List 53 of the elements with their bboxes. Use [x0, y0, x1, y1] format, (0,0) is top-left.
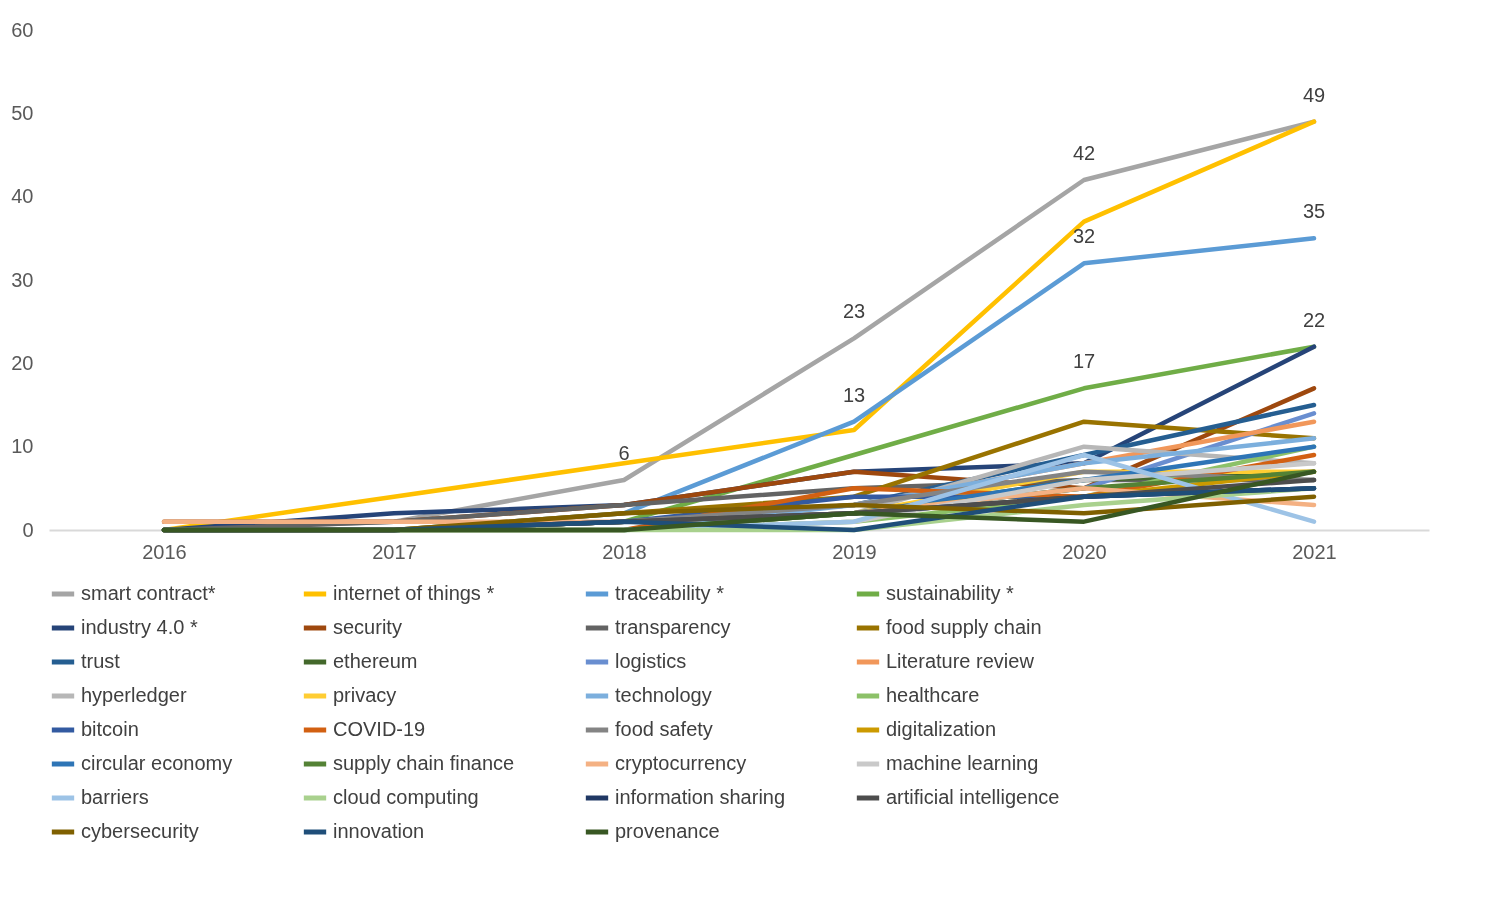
data-label: 49: [1302, 83, 1326, 106]
legend-label: food supply chain: [886, 616, 1042, 638]
legend-label: provenance: [615, 820, 720, 842]
x-tick-label: 2020: [1062, 540, 1107, 563]
data-label: 6: [618, 442, 630, 464]
y-tick-label: 20: [11, 351, 34, 374]
legend-label: transparency: [615, 616, 731, 638]
x-tick-label: 2017: [372, 540, 417, 563]
data-label: 32: [1072, 225, 1096, 248]
legend-label: traceability *: [615, 582, 725, 604]
data-label: 22: [1302, 308, 1326, 331]
legend-label: technology: [615, 684, 712, 706]
legend-label: innovation: [333, 820, 425, 842]
data-label: 23: [842, 300, 866, 323]
legend-label: hyperledger: [81, 684, 187, 706]
legend-label: machine learning: [886, 752, 1039, 774]
legend-label: Literature review: [886, 650, 1035, 672]
legend-label: information sharing: [615, 786, 786, 808]
legend-label: smart contract*: [81, 582, 216, 604]
data-label: 42: [1072, 142, 1096, 164]
legend-label: food safety: [615, 718, 713, 740]
legend-label: privacy: [333, 684, 397, 706]
y-tick-label: 50: [11, 101, 34, 124]
data-label: 17: [1072, 350, 1096, 373]
legend-label: bitcoin: [81, 718, 139, 740]
data-label: 35: [1302, 200, 1326, 223]
legend-label: logistics: [615, 650, 687, 672]
x-tick-label: 2018: [602, 540, 647, 563]
x-tick-label: 2019: [832, 540, 877, 563]
legend-label: cryptocurrency: [615, 752, 747, 774]
legend-label: trust: [81, 650, 121, 672]
legend-label: ethereum: [333, 650, 418, 672]
legend-label: industry 4.0 *: [81, 616, 198, 638]
legend-label: healthcare: [886, 684, 980, 706]
legend-label: sustainability *: [886, 582, 1015, 604]
legend-label: COVID-19: [333, 718, 426, 740]
legend-label: artificial intelligence: [886, 786, 1060, 808]
legend-label: security: [333, 616, 402, 638]
y-tick-label: 60: [11, 18, 34, 41]
legend-label: supply chain finance: [333, 752, 515, 774]
y-tick-label: 0: [22, 518, 34, 541]
legend-label: circular economy: [81, 752, 233, 774]
legend-label: cloud computing: [333, 786, 479, 808]
y-tick-label: 30: [11, 268, 34, 291]
x-tick-label: 2021: [1292, 540, 1337, 563]
legend-label: barriers: [81, 786, 149, 808]
legend-label: cybersecurity: [81, 820, 199, 842]
legend-label: internet of things *: [333, 582, 495, 604]
y-tick-label: 10: [11, 435, 34, 458]
y-tick-label: 40: [11, 185, 34, 208]
legend-label: digitalization: [886, 718, 997, 740]
data-label: 13: [842, 383, 866, 406]
x-tick-label: 2016: [142, 540, 187, 563]
